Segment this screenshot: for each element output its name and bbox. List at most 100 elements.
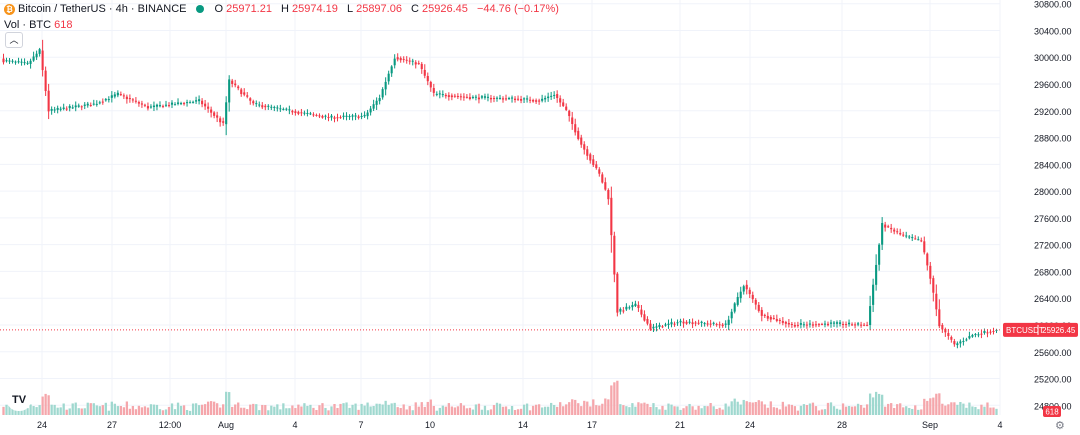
candle <box>796 324 799 326</box>
candle <box>628 307 631 309</box>
volume-bar <box>556 406 559 415</box>
candle <box>658 324 661 327</box>
candle <box>173 104 177 106</box>
volume-bar <box>197 405 201 415</box>
candle <box>98 102 101 104</box>
candle <box>709 323 712 325</box>
gear-icon[interactable]: ⚙ <box>1055 420 1065 432</box>
volume-bar <box>568 402 571 415</box>
candle <box>35 53 38 58</box>
price-axis[interactable] <box>1001 0 1080 435</box>
candle <box>947 333 950 337</box>
volume-bar <box>859 404 863 415</box>
volume-bar <box>474 404 478 415</box>
candle <box>366 112 369 117</box>
candle <box>838 322 842 324</box>
candle <box>342 115 345 118</box>
collapse-legend-button[interactable]: ︿ <box>5 32 23 48</box>
volume-bar <box>543 406 547 415</box>
candle <box>131 99 134 101</box>
volume-bar <box>128 408 132 415</box>
volume-bar <box>333 403 336 415</box>
time-tick-label: 27 <box>107 420 117 430</box>
candle <box>826 323 830 326</box>
volume-bar <box>173 409 177 415</box>
volume-bar <box>264 405 267 415</box>
last-price-symbol: BTCUSDT <box>1006 326 1044 335</box>
candle <box>116 92 119 96</box>
volume-bar <box>393 402 396 415</box>
volume-bar <box>914 405 917 415</box>
volume-bar <box>799 405 803 415</box>
candle <box>980 333 983 335</box>
candle <box>625 306 628 310</box>
candle <box>872 284 875 305</box>
candle <box>929 265 932 279</box>
candle <box>134 100 137 102</box>
candle <box>607 189 610 200</box>
candle <box>219 118 222 123</box>
price-tick-label: 29200.00 <box>1034 107 1072 117</box>
candle <box>86 103 89 106</box>
candle <box>739 291 742 299</box>
volume-bar <box>862 407 866 415</box>
ohlc-value-open: 25971.21 <box>226 3 272 15</box>
candle <box>264 105 267 108</box>
volume-bar <box>664 409 667 415</box>
candle <box>176 102 180 104</box>
candle <box>140 103 143 105</box>
volume-bar <box>577 403 580 415</box>
candle <box>568 110 571 117</box>
candle <box>772 317 775 319</box>
candle <box>688 321 691 323</box>
candle <box>339 117 342 119</box>
volume-bar <box>965 407 968 415</box>
candle <box>47 90 50 112</box>
candle <box>893 229 896 232</box>
candle <box>992 331 995 333</box>
volume-bar <box>790 404 794 415</box>
volume-bar <box>86 402 89 415</box>
candle <box>101 101 104 103</box>
volume-bar <box>267 410 270 415</box>
volume-bar <box>823 409 827 415</box>
candle <box>285 108 288 110</box>
candle <box>938 309 941 327</box>
candle <box>706 323 709 325</box>
candle <box>655 326 658 328</box>
candle <box>231 80 234 84</box>
volume-bar <box>679 409 682 415</box>
volume-bar <box>841 403 845 415</box>
candle <box>863 324 866 326</box>
tradingview-logo[interactable]: TV <box>7 389 31 411</box>
candle <box>562 102 565 106</box>
volume-bar <box>528 410 532 415</box>
candle <box>989 331 992 333</box>
candle <box>261 105 264 108</box>
candle <box>152 105 156 108</box>
volume-bar <box>829 402 833 415</box>
candle <box>483 96 487 98</box>
volume-bar <box>351 404 354 415</box>
symbol-title[interactable]: Bitcoin / TetherUS · 4h · BINANCE <box>18 3 187 15</box>
volume-bar <box>378 403 381 415</box>
candle <box>378 98 381 102</box>
volume-bar <box>619 404 622 415</box>
candle <box>41 50 44 71</box>
candle <box>164 104 168 106</box>
volume-bar <box>917 409 920 415</box>
volume-bar <box>14 407 17 415</box>
volume-bar <box>739 404 742 415</box>
candle <box>881 223 884 245</box>
candle <box>932 278 935 293</box>
volume-bar <box>107 410 110 415</box>
volume-bar <box>420 402 423 415</box>
volume-bar <box>348 407 351 415</box>
volume-bar <box>98 406 101 415</box>
candle <box>216 115 219 118</box>
time-axis[interactable] <box>0 415 1080 435</box>
candle <box>192 101 195 103</box>
volume-bar <box>724 403 727 415</box>
volume-bar <box>330 406 333 415</box>
